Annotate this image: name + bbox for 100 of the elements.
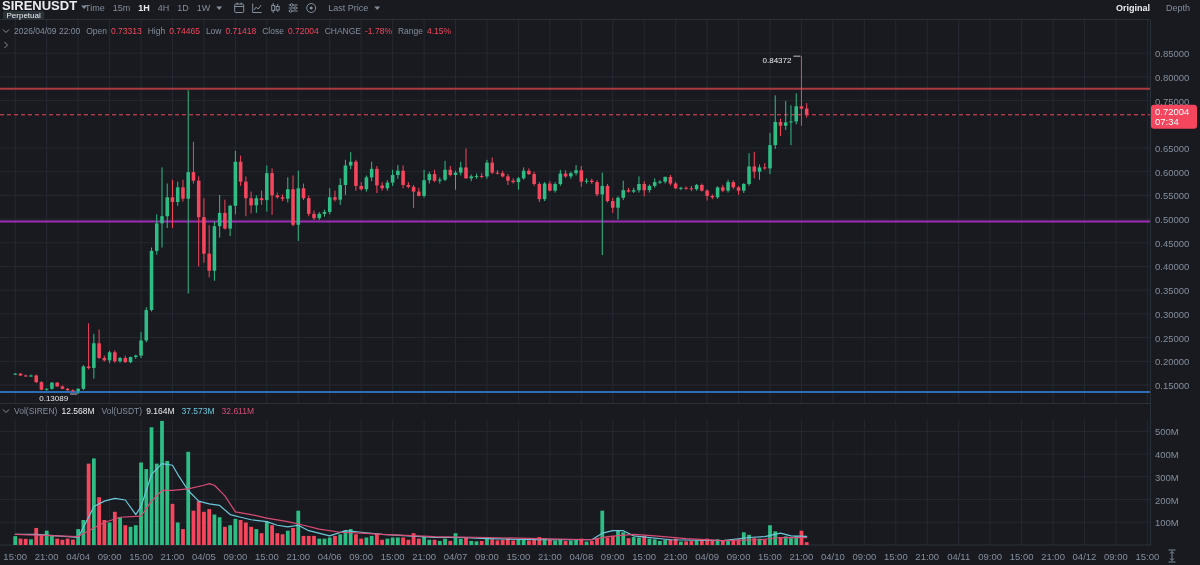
x-tick-label: 21:00	[789, 550, 814, 562]
candlestick	[443, 160, 447, 182]
line-series	[14, 483, 808, 542]
annotation: 0.84372	[762, 55, 792, 65]
annotation: 2026/04/09 22:00	[14, 26, 81, 36]
bar	[684, 541, 689, 545]
candlestick	[270, 167, 274, 216]
x-tick-label: 21:00	[915, 550, 940, 562]
y-tick-label: 0.85000	[1155, 47, 1190, 59]
annotation: CHANGE	[324, 26, 362, 36]
candlestick	[506, 173, 510, 186]
bar	[296, 510, 301, 545]
y-tick-label: 0.40000	[1155, 260, 1190, 272]
text: 9.164M	[146, 406, 175, 416]
bar	[469, 540, 474, 545]
candlestick	[249, 191, 253, 214]
bar	[285, 530, 290, 545]
x-tick-label: 15:00	[380, 550, 405, 562]
bar	[123, 525, 128, 545]
annotation: Close	[262, 26, 285, 36]
candlestick	[684, 185, 688, 191]
x-tick-label: 21:00	[412, 550, 436, 562]
x-tick-label: 21:00	[663, 550, 688, 562]
bar	[485, 538, 489, 545]
bar	[804, 542, 809, 545]
x-tick-label: 21:00	[1041, 550, 1065, 562]
text: Perpetual	[6, 10, 41, 20]
x-tick-label: 15:00	[758, 550, 782, 562]
y-tick-label: 500M	[1155, 425, 1179, 437]
x-tick-label: 04/07	[443, 550, 468, 562]
annotation: 0.71418	[225, 26, 257, 36]
x-tick-label: 04/09	[695, 550, 719, 562]
bar	[223, 526, 227, 545]
x-tick-label: 09:00	[852, 550, 877, 562]
bar	[395, 537, 400, 545]
candlestick	[118, 356, 122, 364]
annotation: Low	[205, 26, 223, 36]
bar	[29, 539, 33, 545]
text: Vol(USDT)	[101, 406, 143, 416]
text: 1D	[177, 3, 190, 13]
y-tick-label: 0.20000	[1155, 355, 1190, 367]
y-tick-label: 0.75000	[1155, 95, 1190, 107]
bar	[217, 517, 222, 545]
candlestick	[244, 175, 248, 217]
bar	[254, 529, 259, 545]
bar	[264, 521, 269, 545]
candlestick	[139, 331, 143, 359]
y-tick-label: 0.25000	[1155, 332, 1190, 344]
candlestick	[773, 94, 778, 150]
bar	[291, 527, 295, 545]
y-tick-label: 200M	[1155, 494, 1179, 506]
candlestick	[422, 169, 426, 199]
text: Original	[1115, 3, 1150, 13]
y-tick-label: 100M	[1155, 516, 1179, 528]
candlestick	[705, 188, 709, 202]
candlestick	[621, 180, 626, 201]
annotation: 0.13089	[39, 393, 69, 403]
bar	[679, 541, 683, 545]
annotation: Open	[86, 26, 108, 36]
bar	[448, 540, 453, 545]
y-tick-label: 0.50000	[1155, 213, 1190, 225]
x-tick-label: 09:00	[600, 550, 625, 562]
candlestick	[333, 190, 337, 203]
candlestick	[338, 177, 342, 206]
y-tick-label: 0.55000	[1155, 189, 1190, 201]
x-tick-label: 15:00	[1135, 550, 1160, 562]
text: 12.568M	[61, 406, 95, 416]
x-tick-label: 04/05	[192, 550, 216, 562]
bar	[317, 538, 322, 545]
candlestick	[574, 164, 578, 176]
candlestick	[327, 187, 332, 215]
bar	[479, 540, 484, 545]
x-tick-label: 09:00	[978, 550, 1003, 562]
x-tick-label: 04/10	[821, 550, 845, 562]
candlestick	[768, 132, 772, 175]
x-tick-label: 09:00	[97, 550, 122, 562]
candlestick	[76, 387, 80, 395]
text: Last Price	[328, 3, 369, 13]
y-tick-label: 400M	[1155, 448, 1179, 460]
bar	[600, 510, 605, 545]
candlestick	[228, 204, 232, 237]
x-tick-label: 15:00	[129, 550, 153, 562]
bar	[720, 540, 725, 545]
candlestick	[380, 181, 384, 192]
x-tick-label: 15:00	[632, 550, 657, 562]
text: Vol(SIREN)	[14, 406, 58, 416]
candlestick	[789, 104, 793, 146]
x-tick-label: 21:00	[160, 550, 185, 562]
text: Time	[85, 3, 105, 13]
candlestick	[160, 166, 164, 249]
y-tick-label: 0.80000	[1155, 71, 1190, 83]
candlestick	[637, 175, 641, 194]
bar	[458, 538, 463, 545]
candlestick	[747, 152, 751, 187]
bar	[610, 535, 615, 545]
candlestick	[97, 329, 101, 360]
annotation: 4.15%	[427, 26, 452, 36]
bar	[175, 522, 180, 545]
y-tick-label: 300M	[1155, 471, 1179, 483]
x-tick-label: 04/06	[317, 550, 342, 562]
